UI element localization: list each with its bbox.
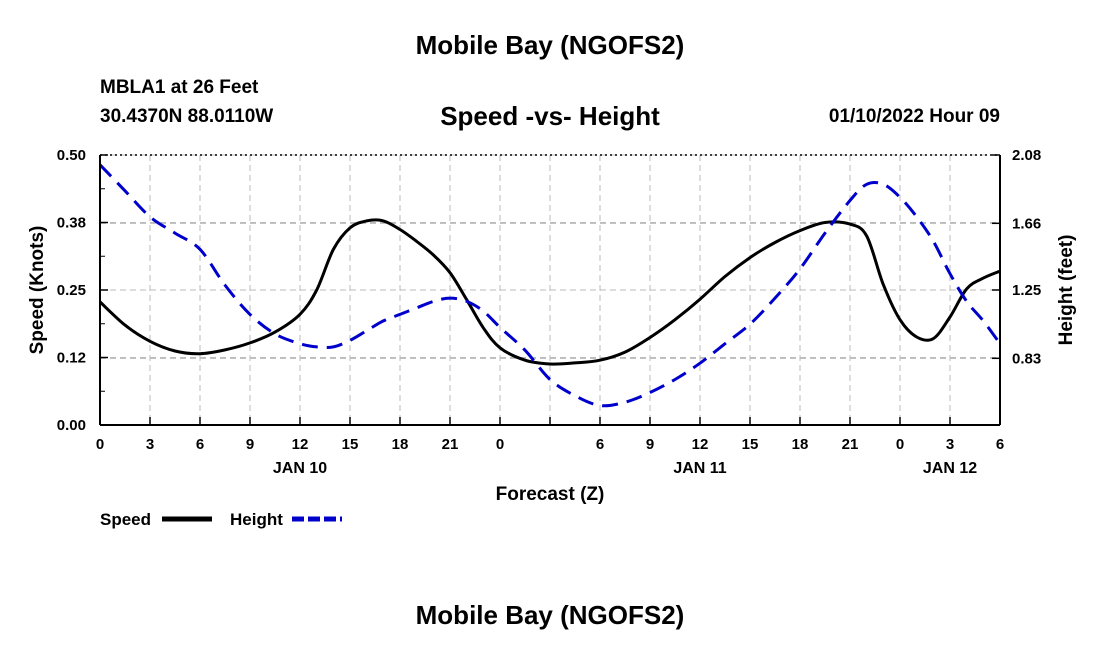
x-tick-label: 9 xyxy=(646,436,654,453)
y-right-tick-label: 2.08 xyxy=(1012,147,1041,164)
day-label: JAN 12 xyxy=(923,460,977,477)
x-tick-label: 12 xyxy=(292,436,309,453)
x-tick-label: 6 xyxy=(196,436,204,453)
y-left-tick-label: 0.38 xyxy=(57,215,86,232)
series-layer xyxy=(98,163,1002,408)
x-tick-label: 3 xyxy=(946,436,954,453)
y-right-tick-label: 1.25 xyxy=(1012,282,1041,299)
x-tick-label: 0 xyxy=(896,436,904,453)
x-tick-label: 0 xyxy=(496,436,504,453)
y-left-axis-title: Speed (Knots) xyxy=(27,226,48,355)
legend-label-speed: Speed xyxy=(100,510,151,529)
y-left-tick-label: 0.50 xyxy=(57,147,86,164)
day-label: JAN 11 xyxy=(673,460,726,477)
y-right-tick-label: 0.83 xyxy=(1012,350,1041,367)
x-tick-label: 18 xyxy=(392,436,409,453)
x-tick-label: 3 xyxy=(146,436,154,453)
y-left-tick-label: 0.12 xyxy=(57,350,86,367)
x-tick-label: 15 xyxy=(342,436,359,453)
forecast-date-label: 01/10/2022 Hour 09 xyxy=(828,106,1000,127)
x-tick-label-duplicate: 0 xyxy=(496,436,504,453)
coordinates-label: 30.4370N 88.0110W xyxy=(100,106,274,127)
series-line-speed xyxy=(98,218,1001,366)
x-tick-label: 21 xyxy=(442,436,459,453)
chart-title: Speed -vs- Height xyxy=(440,101,660,131)
x-tick-label: 9 xyxy=(246,436,254,453)
grid-layer xyxy=(100,154,1000,425)
y-right-axis-title: Height (feet) xyxy=(1056,235,1077,346)
x-tick-label: 15 xyxy=(742,436,759,453)
x-tick-label: 21 xyxy=(842,436,859,453)
day-label: JAN 10 xyxy=(273,460,327,477)
y-right-tick-label: 1.66 xyxy=(1012,215,1041,232)
legend: Speed Height xyxy=(100,510,342,529)
x-tick-label: 0 xyxy=(96,436,104,453)
station-label: MBLA1 at 26 Feet xyxy=(100,77,259,98)
y-left-tick-label: 0.25 xyxy=(57,282,86,299)
x-tick-label: 18 xyxy=(792,436,809,453)
footer-title: Mobile Bay (NGOFS2) xyxy=(415,600,685,630)
axes-layer xyxy=(99,154,1001,426)
y-left-tick-label: 0.00 xyxy=(57,417,86,434)
x-tick-label: 6 xyxy=(996,436,1004,453)
x-tick-label: 12 xyxy=(692,436,709,453)
x-tick-label: 6 xyxy=(596,436,604,453)
x-axis-title: Forecast (Z) xyxy=(496,484,605,505)
page-title: Mobile Bay (NGOFS2) xyxy=(415,30,685,60)
legend-label-height: Height xyxy=(230,510,283,529)
